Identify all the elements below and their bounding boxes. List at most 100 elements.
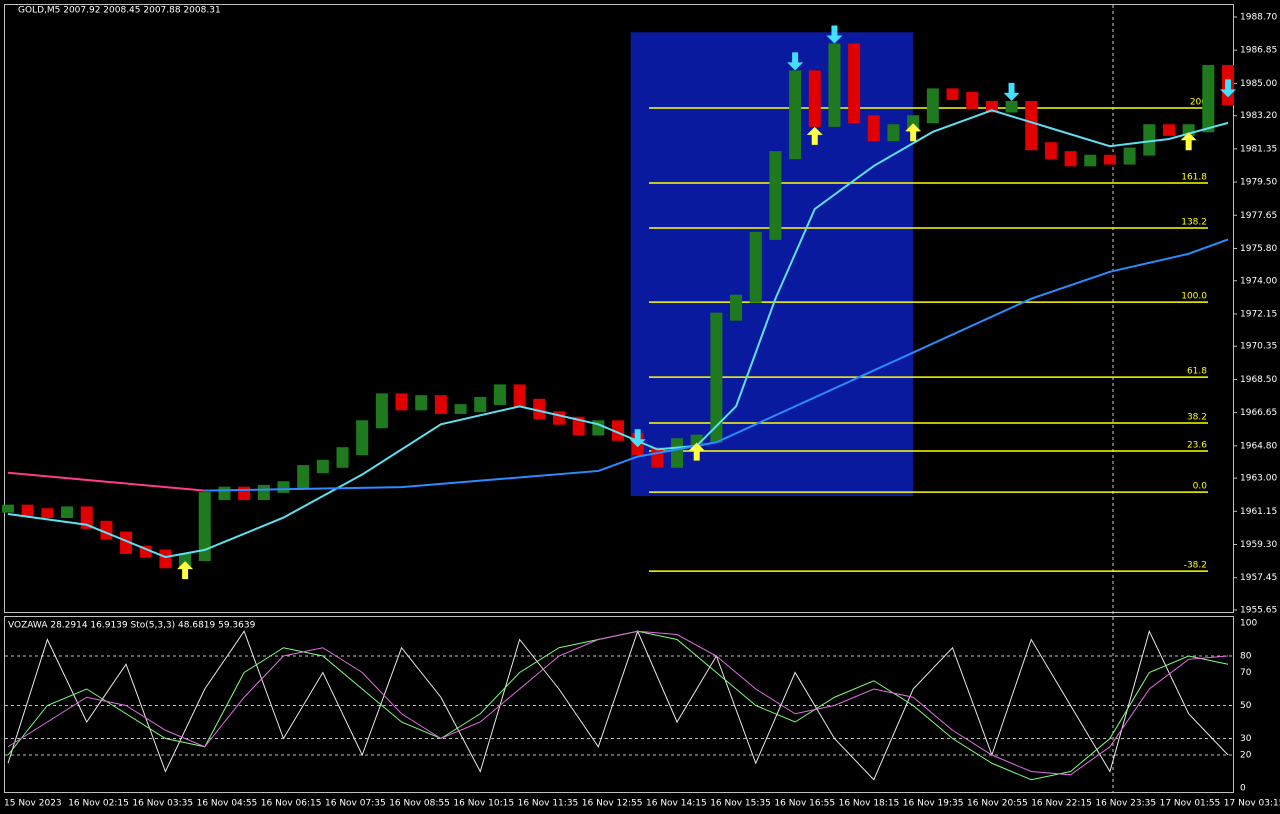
- price-bar: [297, 465, 310, 490]
- price-bar: [493, 384, 506, 405]
- price-bar: [533, 398, 546, 420]
- price-bar: [749, 231, 762, 303]
- price-bar: [474, 396, 487, 413]
- price-bar: [316, 459, 329, 474]
- y-tick-label: 1988.70: [1240, 13, 1277, 23]
- price-bar: [80, 506, 93, 529]
- y-tick-label: 1975.80: [1240, 244, 1277, 254]
- x-tick-label: 16 Nov 22:15: [1031, 799, 1092, 809]
- osc-line: [7, 630, 1229, 776]
- fib-label: 61.8: [1187, 367, 1207, 377]
- fib-label: 23.6: [1187, 441, 1207, 451]
- price-bar: [61, 506, 74, 519]
- y-tick-label: 1974.00: [1240, 276, 1277, 286]
- price-bar: [552, 411, 565, 425]
- x-tick-label: 16 Nov 16:55: [774, 799, 835, 809]
- fib-label: 161.8: [1181, 172, 1207, 182]
- fib-label: -38.2: [1184, 561, 1207, 571]
- x-tick-label: 17 Nov 01:55: [1160, 799, 1221, 809]
- osc-tick-label: 30: [1240, 734, 1252, 744]
- signal-arrow: [806, 126, 823, 145]
- y-tick-label: 1985.00: [1240, 79, 1277, 89]
- y-tick-label: 1959.30: [1240, 540, 1277, 550]
- price-bar: [1044, 142, 1057, 160]
- x-tick-label: 16 Nov 11:35: [518, 799, 579, 809]
- y-tick-label: 1961.15: [1240, 507, 1277, 517]
- price-bar: [671, 438, 684, 468]
- fib-label: 38.2: [1187, 413, 1207, 423]
- y-tick-label: 1955.65: [1240, 606, 1277, 616]
- x-tick-label: 15 Nov 2023: [4, 799, 62, 809]
- x-tick-label: 16 Nov 06:15: [261, 799, 322, 809]
- osc-tick-label: 70: [1240, 668, 1252, 678]
- moving-average: [7, 471, 205, 492]
- moving-average: [204, 238, 1229, 492]
- y-tick-label: 1963.00: [1240, 474, 1277, 484]
- price-bar: [808, 70, 821, 127]
- price-bar: [257, 484, 270, 501]
- y-tick-label: 1986.85: [1240, 46, 1277, 56]
- osc-tick-label: 20: [1240, 751, 1252, 761]
- x-tick-label: 16 Nov 12:55: [582, 799, 643, 809]
- price-bar: [789, 70, 802, 160]
- price-bar: [41, 508, 54, 519]
- price-bar: [690, 434, 703, 447]
- y-tick-label: 1979.50: [1240, 178, 1277, 188]
- price-bar: [946, 88, 959, 100]
- signal-arrow: [1003, 82, 1020, 101]
- price-bar: [848, 43, 861, 124]
- y-tick-label: 1983.20: [1240, 111, 1277, 121]
- price-bar: [454, 404, 467, 414]
- price-bar: [867, 115, 880, 142]
- price-bar: [1162, 124, 1175, 136]
- price-bar: [1103, 154, 1116, 165]
- price-bar: [238, 486, 251, 501]
- x-tick-label: 16 Nov 04:55: [197, 799, 258, 809]
- signal-arrow: [826, 25, 843, 44]
- price-bar: [710, 312, 723, 443]
- x-tick-label: 17 Nov 03:15: [1224, 799, 1280, 809]
- fib-label: 138.2: [1181, 218, 1207, 228]
- price-bar: [336, 447, 349, 468]
- price-bar: [395, 393, 408, 411]
- signal-arrow: [787, 52, 804, 71]
- price-bar: [198, 492, 211, 562]
- x-tick-label: 16 Nov 03:35: [132, 799, 193, 809]
- y-tick-label: 1957.45: [1240, 573, 1277, 583]
- x-tick-label: 16 Nov 14:15: [646, 799, 707, 809]
- signal-arrow: [1180, 132, 1197, 151]
- price-bar: [966, 91, 979, 109]
- price-bar: [2, 504, 14, 513]
- oscillator-panel: [4, 616, 1234, 793]
- price-bar: [277, 481, 290, 493]
- y-tick-label: 1964.80: [1240, 441, 1277, 451]
- price-bar: [1025, 100, 1038, 151]
- price-bar: [828, 43, 841, 127]
- signal-arrow: [629, 429, 646, 448]
- osc-tick-label: 0: [1240, 784, 1246, 794]
- price-bar: [1005, 100, 1018, 113]
- chart-title: GOLD,M5 2007.92 2008.45 2007.88 2008.31: [18, 6, 221, 16]
- price-bar: [985, 100, 998, 113]
- price-bar: [1064, 151, 1077, 167]
- fib-label: 200: [1190, 97, 1207, 107]
- osc-tick-label: 50: [1240, 701, 1252, 711]
- x-tick-label: 16 Nov 02:15: [68, 799, 129, 809]
- y-tick-label: 1981.35: [1240, 144, 1277, 154]
- highlight-box: [630, 32, 914, 497]
- price-bar: [730, 294, 743, 321]
- y-tick-label: 1968.50: [1240, 375, 1277, 385]
- price-bar: [139, 545, 152, 558]
- price-bar: [434, 395, 447, 414]
- x-tick-label: 16 Nov 15:35: [710, 799, 771, 809]
- osc-tick-label: 80: [1240, 652, 1252, 662]
- price-bar: [926, 88, 939, 124]
- price-bar: [1202, 65, 1215, 133]
- price-bar: [887, 124, 900, 142]
- osc-line: [7, 629, 1229, 781]
- price-bar: [375, 393, 388, 429]
- price-bar: [1143, 124, 1156, 156]
- y-tick-label: 1977.65: [1240, 211, 1277, 221]
- x-tick-label: 16 Nov 07:35: [325, 799, 386, 809]
